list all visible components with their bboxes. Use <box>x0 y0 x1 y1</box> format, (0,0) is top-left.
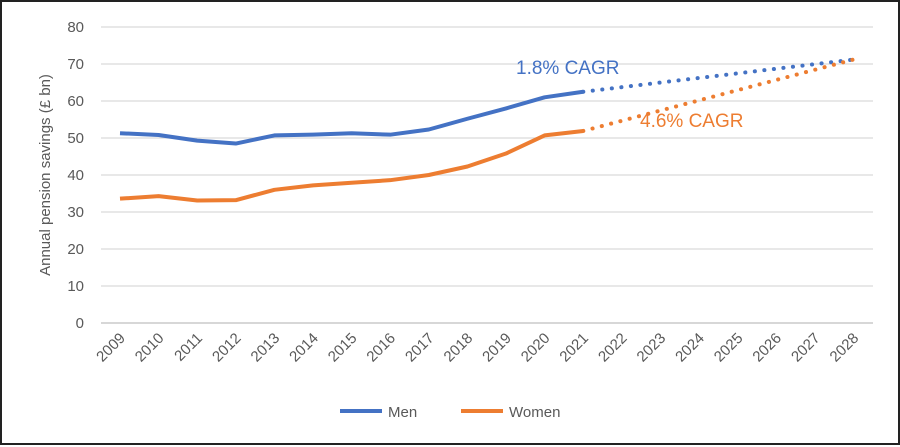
x-tick-label: 2011 <box>171 330 206 365</box>
x-tick-label: 2017 <box>402 330 438 366</box>
x-tick-label: 2021 <box>556 330 592 366</box>
x-tick-label: 2009 <box>93 330 129 366</box>
x-tick-label: 2026 <box>749 330 785 366</box>
x-tick-label: 2027 <box>788 330 824 366</box>
y-tick-label: 40 <box>67 167 84 184</box>
x-tick-label: 2028 <box>827 330 863 366</box>
x-tick-label: 2025 <box>711 330 747 366</box>
legend-label: Men <box>388 404 417 421</box>
x-tick-label: 2013 <box>248 330 284 366</box>
y-tick-label: 60 <box>67 93 84 110</box>
y-tick-label: 20 <box>67 241 84 258</box>
x-tick-label: 2016 <box>363 330 399 366</box>
y-tick-label: 0 <box>76 315 84 332</box>
x-tick-label: 2024 <box>672 330 708 366</box>
x-tick-label: 2023 <box>634 330 670 366</box>
legend-label: Women <box>509 404 560 421</box>
y-tick-label: 50 <box>67 130 84 147</box>
y-tick-label: 80 <box>67 19 84 36</box>
x-tick-label: 2022 <box>595 330 631 366</box>
cagr-annotation: 1.8% CAGR <box>516 58 619 79</box>
projection-line-men <box>581 57 856 94</box>
y-tick-label: 70 <box>67 56 84 73</box>
y-tick-label: 10 <box>67 278 84 295</box>
y-tick-label: 30 <box>67 204 84 221</box>
projection-line-women <box>581 57 856 133</box>
x-tick-label: 2014 <box>286 330 322 366</box>
x-tick-label: 2012 <box>209 330 245 366</box>
series-line-women <box>119 128 584 203</box>
x-tick-label: 2015 <box>325 330 361 366</box>
y-axis-label: Annual pension savings (£ bn) <box>37 74 54 276</box>
series-line-men <box>119 89 584 146</box>
x-tick-label: 2018 <box>441 330 477 366</box>
x-tick-label: 2019 <box>479 330 515 366</box>
cagr-annotation: 4.6% CAGR <box>640 111 743 132</box>
x-tick-label: 2020 <box>518 330 554 366</box>
x-tick-label: 2010 <box>132 330 168 366</box>
